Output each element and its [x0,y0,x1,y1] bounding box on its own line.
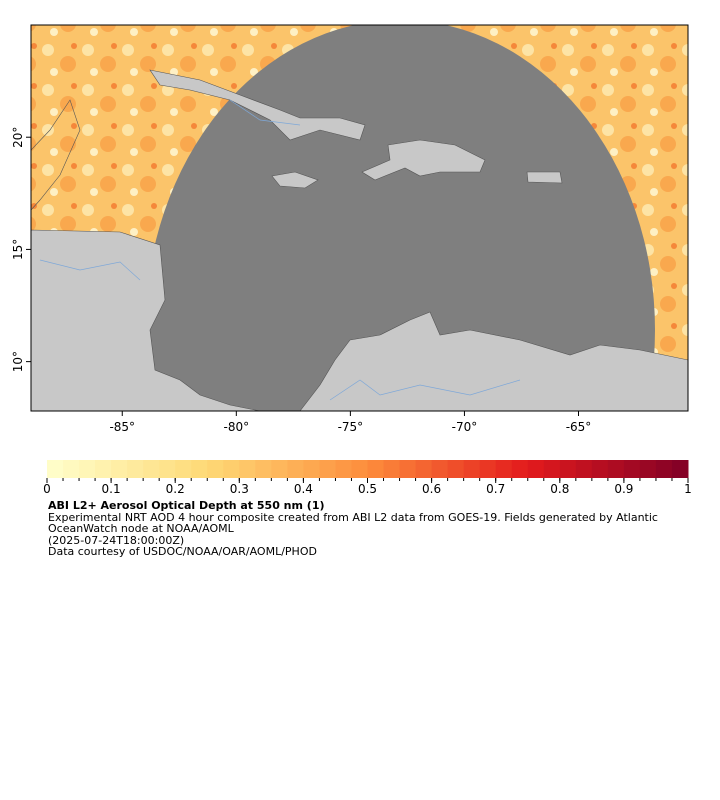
colorbar-step [159,460,176,478]
colorbar-step [79,460,96,478]
lat-tick-label: 15° [11,239,25,260]
land [31,69,688,411]
colorbar-step [335,460,352,478]
colorbar-step [447,460,465,478]
puerto-rico [526,171,563,184]
lon-tick-label: -85° [109,420,135,434]
colorbar-step [319,460,336,478]
colorbar-step [527,460,545,478]
colorbar-step [207,460,224,478]
yucatan-outline [31,99,81,211]
cuba [149,69,366,141]
colorbar-tick-label: 0.6 [422,482,441,496]
colorbar-step [95,460,112,478]
colorbar-step [431,460,449,478]
legend-title: ABI L2+ Aerosol Optical Depth at 550 nm … [48,499,325,512]
colorbar-step [111,460,128,478]
map-frame [30,24,689,412]
colorbar-step [191,460,208,478]
colorbar-step [383,460,401,478]
south-america [299,311,688,411]
lat-tick-label: 20° [11,127,25,148]
rivers [39,99,521,401]
colorbar-tick-label: 0.4 [294,482,313,496]
colorbar-step [223,460,240,478]
colorbar-step [575,460,593,478]
lon-tick-label: -65° [566,420,592,434]
colorbar-step [639,460,657,478]
colorbar-step [399,460,417,478]
colorbar-tick-label: 0.8 [550,482,569,496]
colorbar-step [463,460,481,478]
colorbar-tick-label: 0.1 [102,482,121,496]
colorbar-step [511,460,529,478]
colorbar-step [415,460,433,478]
colorbar-step [175,460,192,478]
legend-text: ABI L2+ Aerosol Optical Depth at 550 nm … [48,500,688,558]
colorbar-step [607,460,625,478]
lon-tick-label: -75° [338,420,364,434]
jamaica [271,171,319,189]
colorbar-step [143,460,160,478]
colorbar-step [591,460,609,478]
lon-tick-label: -70° [452,420,478,434]
colorbar-tick-label: 0.3 [230,482,249,496]
colorbar-step [63,460,80,478]
legend-description: Experimental NRT AOD 4 hour composite cr… [48,510,658,535]
map-body [31,25,688,411]
central-america [31,229,261,411]
colorbar-step [623,460,641,478]
map-figure: -85° -80° -75° -70° -65° 20° 15° 10° [11,24,689,434]
colorbar-step [655,460,673,478]
colorbar-tick-label: 1 [684,482,692,496]
colorbar-step [127,460,144,478]
colorbar-step [287,460,304,478]
legend-timestamp: (2025-07-24T18:00:00Z) [48,533,185,547]
colorbar-tick-label: 0.2 [166,482,185,496]
colorbar-step [367,460,385,478]
lat-tick-label: 10° [11,351,25,372]
colorbar-step [239,460,256,478]
lon-tick-label: -80° [224,420,250,434]
colorbar-step [351,460,368,478]
colorbar-step [47,460,64,478]
colorbar-tick-label: 0.9 [614,482,633,496]
colorbar-step [543,460,561,478]
colorbar-step [671,460,689,478]
colorbar-tick-label: 0.5 [358,482,377,496]
colorbar-step [559,460,577,478]
colorbar-step [303,460,320,478]
hispaniola [361,139,486,181]
colorbar-tick-label: 0 [43,482,51,496]
colorbar-step [271,460,288,478]
colorbar-step [495,460,513,478]
colorbar-step [255,460,272,478]
colorbar-step [479,460,497,478]
legend-credit: Data courtesy of USDOC/NOAA/OAR/AOML/PHO… [48,545,317,558]
colorbar-tick-label: 0.7 [486,482,505,496]
colorbar: 0 0.1 0.2 0.3 0.4 0.5 0.6 0.7 0.8 0.9 1 [43,460,692,496]
